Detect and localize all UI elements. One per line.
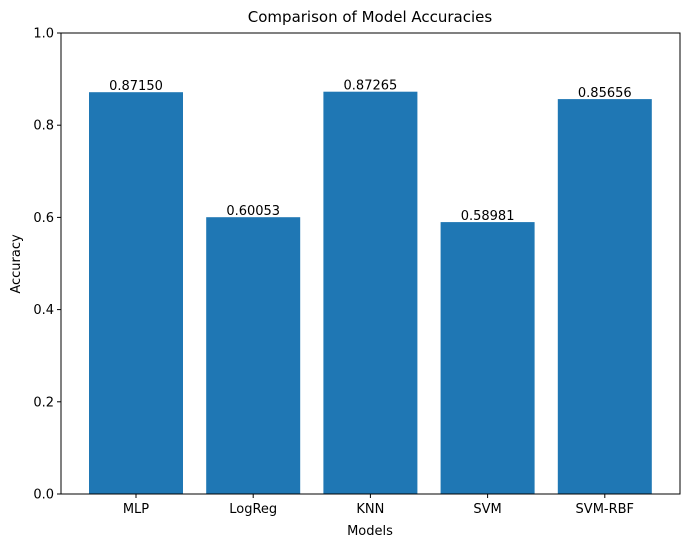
y-tick-label: 0.2 bbox=[33, 395, 54, 410]
data-label-knn: 0.87265 bbox=[344, 79, 398, 94]
data-label-logreg: 0.60053 bbox=[226, 204, 280, 219]
bar-mlp bbox=[89, 92, 183, 494]
x-axis-label: Models bbox=[347, 524, 393, 539]
x-tick-label: SVM bbox=[473, 502, 501, 517]
data-label-svm: 0.58981 bbox=[461, 209, 515, 224]
y-tick-label: 0.8 bbox=[33, 119, 54, 134]
x-tick-label: KNN bbox=[356, 502, 384, 517]
y-tick-label: 1.0 bbox=[33, 27, 54, 42]
x-tick-label: MLP bbox=[123, 502, 149, 517]
bar-svm bbox=[440, 222, 535, 494]
plot-area: 0.87150 0.60053 0.87265 0.58981 0.85656 bbox=[60, 32, 681, 495]
bar-knn bbox=[323, 91, 418, 494]
bar-logreg bbox=[206, 217, 301, 494]
data-label-svm-rbf: 0.85656 bbox=[578, 86, 632, 101]
x-axis: MLP LogReg KNN SVM SVM-RBF bbox=[123, 494, 634, 517]
data-label-mlp: 0.87150 bbox=[109, 79, 163, 94]
chart-title: Comparison of Model Accuracies bbox=[248, 8, 493, 26]
x-tick-label: SVM-RBF bbox=[576, 502, 634, 517]
x-tick-label: LogReg bbox=[229, 502, 277, 517]
y-axis-label: Accuracy bbox=[9, 234, 24, 294]
y-tick-label: 0.4 bbox=[33, 303, 54, 318]
bar-svm-rbf bbox=[557, 99, 652, 494]
y-tick-label: 0.0 bbox=[33, 488, 54, 503]
y-axis: 0.0 0.2 0.4 0.6 0.8 1.0 bbox=[33, 27, 61, 503]
y-tick-label: 0.6 bbox=[33, 211, 54, 226]
